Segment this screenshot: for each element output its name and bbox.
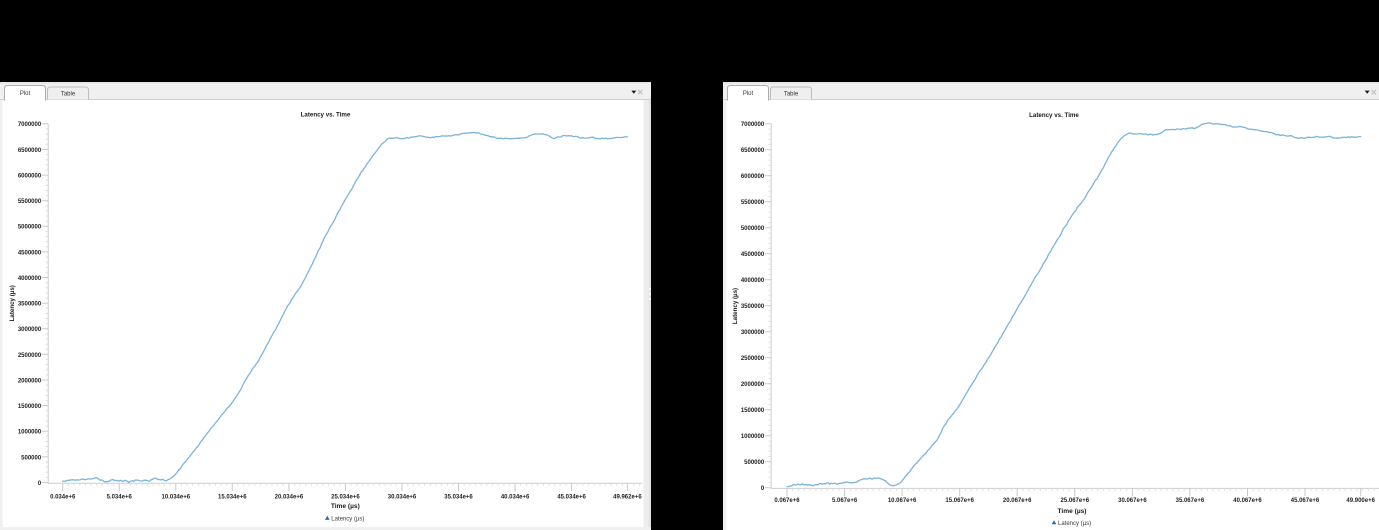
svg-text:Table: Table [61,91,76,97]
svg-text:2000000: 2000000 [741,382,765,388]
svg-text:0: 0 [38,481,42,487]
svg-text:15.034e+6: 15.034e+6 [218,494,247,500]
svg-text:3500000: 3500000 [18,302,42,308]
svg-text:Latency (µs): Latency (µs) [331,517,364,523]
svg-text:5500000: 5500000 [741,200,765,206]
svg-text:25.034e+6: 25.034e+6 [331,494,360,500]
svg-text:4500000: 4500000 [18,250,42,256]
svg-text:6000000: 6000000 [741,174,765,180]
svg-text:7000000: 7000000 [741,122,765,128]
svg-text:20.034e+6: 20.034e+6 [275,494,304,500]
svg-text:1500000: 1500000 [741,408,765,414]
svg-text:Latency (µs): Latency (µs) [9,285,16,321]
svg-text:7000000: 7000000 [18,122,42,128]
svg-text:Table: Table [784,91,799,97]
svg-text:5000000: 5000000 [741,226,765,232]
svg-text:6500000: 6500000 [18,148,42,154]
svg-text:4000000: 4000000 [741,278,765,284]
svg-text:Plot: Plot [20,91,31,97]
svg-text:Latency (µs): Latency (µs) [1058,521,1091,527]
svg-text:5500000: 5500000 [18,199,42,205]
svg-text:40.067e+6: 40.067e+6 [1233,498,1262,504]
svg-text:5.067e+6: 5.067e+6 [832,498,858,504]
svg-text:3500000: 3500000 [741,304,765,310]
svg-text:35.067e+6: 35.067e+6 [1176,498,1205,504]
svg-text:Plot: Plot [743,91,754,97]
svg-text:3000000: 3000000 [741,330,765,336]
svg-text:2500000: 2500000 [18,353,42,359]
svg-text:35.034e+6: 35.034e+6 [444,494,473,500]
svg-text:Latency (µs): Latency (µs) [732,288,739,324]
svg-text:1000000: 1000000 [741,434,765,440]
svg-text:4500000: 4500000 [741,252,765,258]
svg-text:49.962e+6: 49.962e+6 [613,494,642,500]
svg-text:Time (µs): Time (µs) [1058,508,1087,515]
svg-text:10.034e+6: 10.034e+6 [162,494,191,500]
svg-text:0.067e+6: 0.067e+6 [774,498,800,504]
svg-text:5000000: 5000000 [18,225,42,231]
svg-text:10.067e+6: 10.067e+6 [888,498,917,504]
svg-text:2000000: 2000000 [18,378,42,384]
svg-text:45.067e+6: 45.067e+6 [1291,498,1320,504]
svg-text:1500000: 1500000 [18,404,42,410]
svg-text:500000: 500000 [21,455,42,461]
svg-text:1000000: 1000000 [18,430,42,436]
svg-text:49.900e+6: 49.900e+6 [1346,498,1375,504]
svg-text:4000000: 4000000 [18,276,42,282]
svg-text:5.034e+6: 5.034e+6 [107,494,133,500]
svg-text:0: 0 [761,486,765,492]
svg-text:15.067e+6: 15.067e+6 [945,498,974,504]
svg-text:40.034e+6: 40.034e+6 [501,494,530,500]
svg-text:6000000: 6000000 [18,174,42,180]
svg-text:500000: 500000 [744,460,765,466]
svg-text:3000000: 3000000 [18,327,42,333]
svg-text:30.067e+6: 30.067e+6 [1118,498,1147,504]
svg-text:2500000: 2500000 [741,356,765,362]
svg-text:Latency vs. Time: Latency vs. Time [1029,112,1079,119]
svg-text:Latency vs. Time: Latency vs. Time [301,112,351,119]
svg-text:45.034e+6: 45.034e+6 [557,494,586,500]
svg-text:25.067e+6: 25.067e+6 [1061,498,1090,504]
svg-text:0.034e+6: 0.034e+6 [50,494,76,500]
svg-text:6500000: 6500000 [741,148,765,154]
svg-text:Time (µs): Time (µs) [331,503,360,510]
svg-text:20.067e+6: 20.067e+6 [1003,498,1032,504]
svg-text:30.034e+6: 30.034e+6 [388,494,417,500]
